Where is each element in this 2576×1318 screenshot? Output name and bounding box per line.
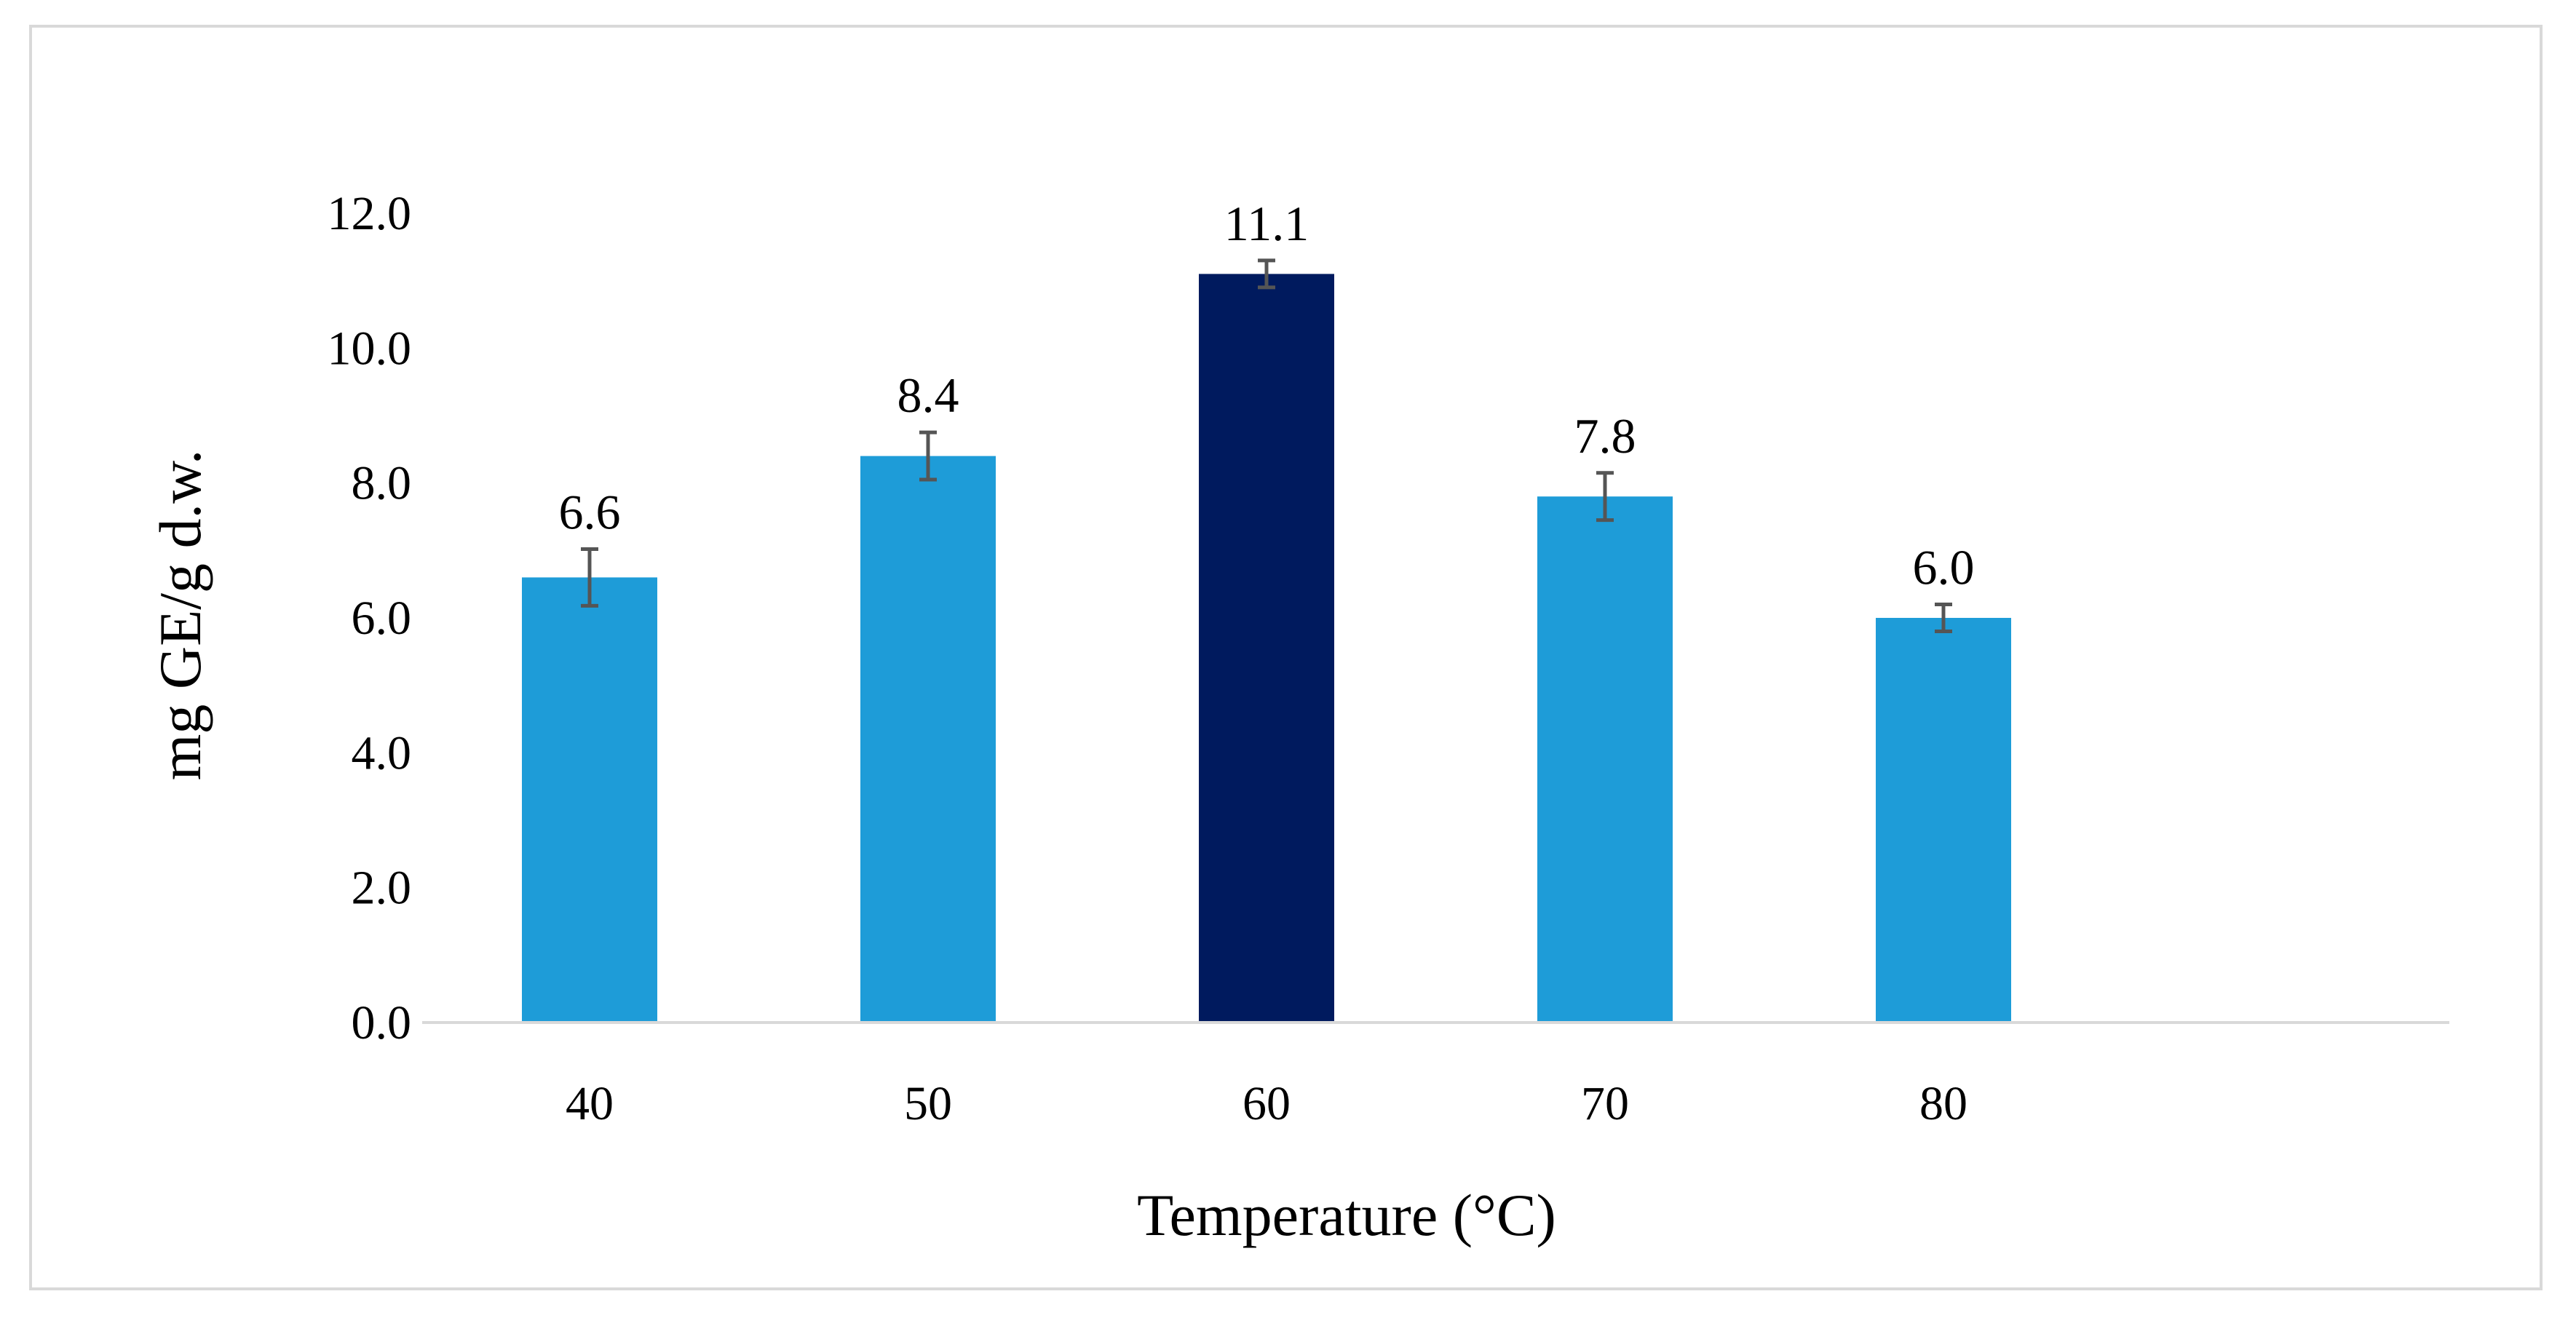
x-tick-labels: 40 50 60 70 80 (566, 1077, 1967, 1130)
y-tick-label: 0.0 (352, 996, 412, 1049)
data-label: 6.6 (559, 484, 621, 539)
y-tick-label: 2.0 (352, 862, 412, 915)
x-tick-label: 70 (1581, 1077, 1629, 1130)
error-bar (581, 547, 598, 608)
y-tick-label: 4.0 (352, 726, 412, 779)
bar (522, 577, 657, 1023)
error-bar (919, 430, 937, 482)
data-label: 8.4 (897, 368, 959, 423)
y-tick-label: 12.0 (328, 187, 412, 240)
x-tick-label: 50 (904, 1077, 952, 1130)
error-bar (1596, 471, 1614, 523)
x-tick-label: 80 (1919, 1077, 1967, 1130)
error-bar (1258, 258, 1275, 290)
y-tick-labels: 0.0 2.0 4.0 6.0 8.0 10.0 12.0 (328, 187, 412, 1049)
bar (1537, 496, 1673, 1023)
y-tick-label: 8.0 (352, 457, 412, 510)
x-tick-label: 60 (1243, 1077, 1291, 1130)
x-axis-label: Temperature (°C) (1137, 1182, 1556, 1248)
bar (1876, 618, 2011, 1023)
y-tick-label: 6.0 (352, 592, 412, 645)
data-label: 7.8 (1574, 408, 1636, 464)
error-bar (1935, 602, 1952, 634)
data-label: 11.1 (1224, 196, 1309, 251)
bar (860, 456, 996, 1023)
y-tick-label: 10.0 (328, 322, 412, 375)
bars-group: 6.6 8.4 11.1 7.8 6.0 (522, 196, 2011, 1023)
y-axis-label: mg GE/g d.w. (147, 450, 213, 781)
x-tick-label: 40 (566, 1077, 614, 1130)
data-label: 6.0 (1913, 539, 1975, 595)
bar (1199, 274, 1334, 1023)
